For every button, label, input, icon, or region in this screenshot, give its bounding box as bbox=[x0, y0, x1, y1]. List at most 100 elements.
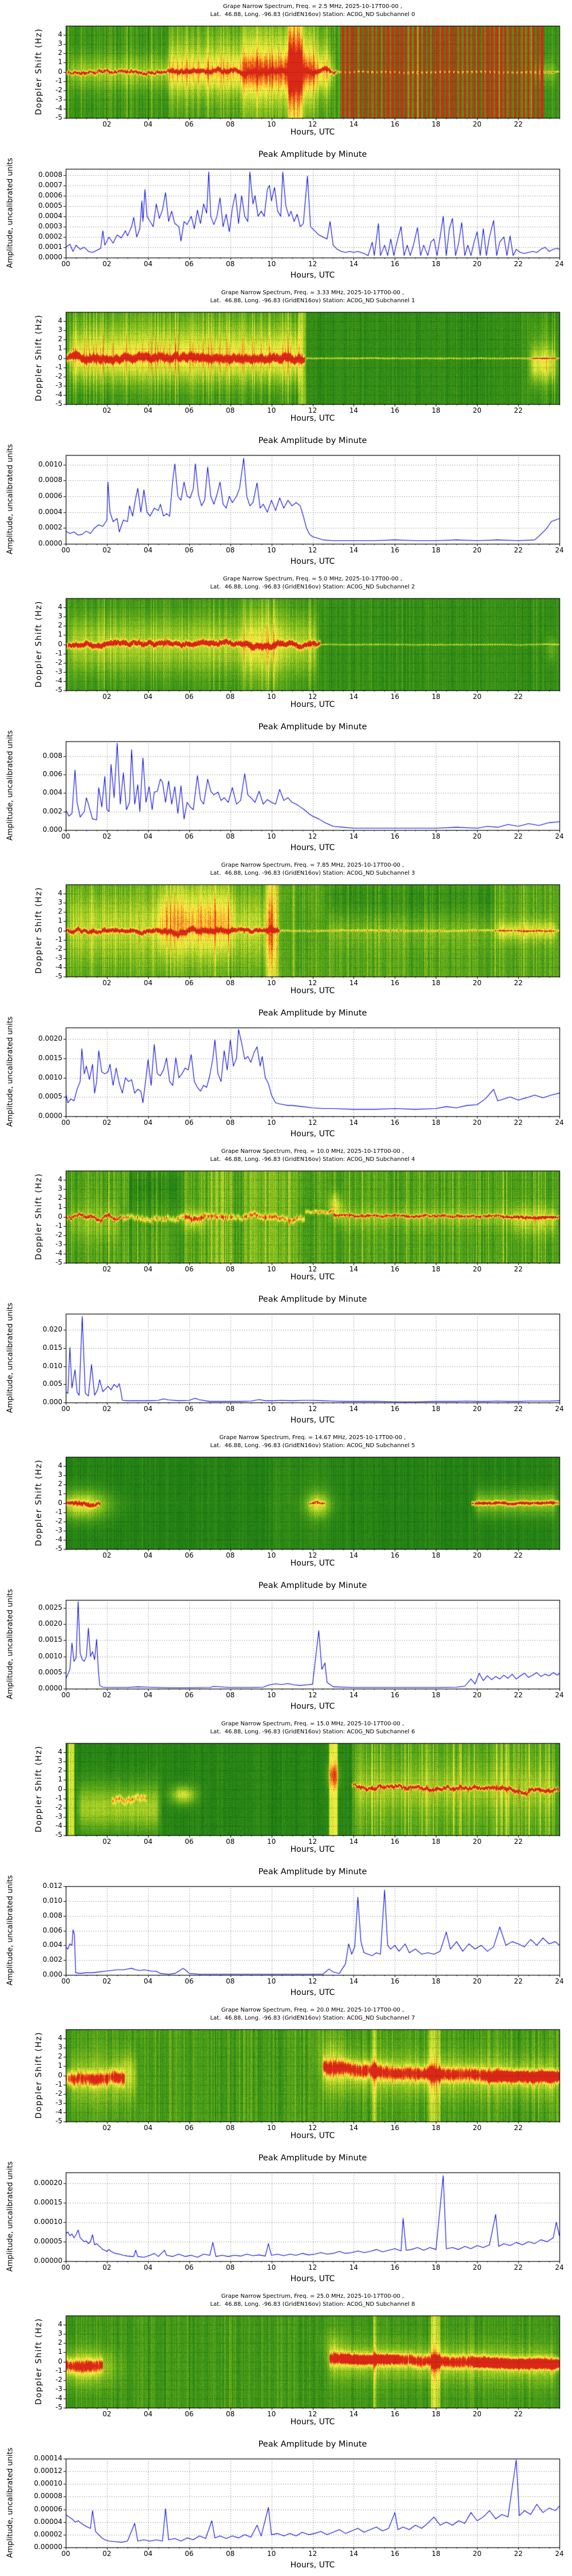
x-tick-label: 10 bbox=[267, 1838, 276, 1846]
x-tick-label: 08 bbox=[226, 1119, 235, 1127]
x-tick-label: 22 bbox=[514, 1119, 523, 1127]
y-tick-label: -1 bbox=[55, 1221, 62, 1230]
x-tick-label: 06 bbox=[185, 1838, 194, 1846]
subchannel-panel: Grape Narrow Spectrum, Freq. = 3.33 MHz,… bbox=[0, 286, 572, 572]
spectrogram-title-line1: Grape Narrow Spectrum, Freq. = 20.0 MHz,… bbox=[221, 2007, 404, 2013]
amplitude-axis-label: Amplitude, uncalibrated units bbox=[6, 730, 15, 841]
x-tick-label: 20 bbox=[472, 1405, 482, 1413]
y-tick-label: 0.0010 bbox=[38, 460, 62, 468]
y-tick-label: 3 bbox=[58, 1757, 62, 1765]
x-tick-label: 04 bbox=[144, 2263, 153, 2271]
y-tick-label: 0.0007 bbox=[38, 180, 62, 189]
hours-utc-axis-label: Hours, UTC bbox=[290, 2417, 335, 2427]
x-tick-label: 16 bbox=[390, 1977, 399, 1985]
amplitude-figure: Peak Amplitude by Minute Amplitude, unca… bbox=[0, 1574, 572, 1717]
y-tick-label: 3 bbox=[58, 1471, 62, 1479]
spectrogram-figure: Grape Narrow Spectrum, Freq. = 20.0 MHz,… bbox=[0, 2004, 572, 2147]
x-tick-label: 02 bbox=[102, 693, 112, 701]
subchannel-panel: Grape Narrow Spectrum, Freq. = 20.0 MHz,… bbox=[0, 2004, 572, 2290]
y-tick-label: 0.00000 bbox=[34, 2257, 62, 2265]
x-tick-label: 22 bbox=[514, 120, 523, 128]
amplitude-figure: Peak Amplitude by Minute Amplitude, unca… bbox=[0, 2433, 572, 2576]
y-tick-label: -3 bbox=[55, 1526, 62, 1534]
x-tick-label: 20 bbox=[472, 2550, 482, 2558]
x-tick-label: 14 bbox=[349, 120, 359, 128]
x-tick-label: 18 bbox=[431, 260, 440, 268]
x-tick-label: 22 bbox=[514, 546, 523, 554]
hours-utc-axis-label: Hours, UTC bbox=[290, 1702, 335, 1711]
x-tick-label: 12 bbox=[308, 1977, 317, 1985]
x-tick-label: 10 bbox=[267, 546, 276, 554]
spectrogram-title-line1: Grape Narrow Spectrum, Freq. = 14.67 MHz… bbox=[219, 1435, 406, 1441]
x-tick-label: 04 bbox=[144, 693, 153, 701]
x-tick-label: 08 bbox=[226, 1838, 235, 1846]
y-tick-label: 0.004 bbox=[42, 788, 62, 797]
x-tick-label: 12 bbox=[308, 2124, 317, 2132]
doppler-shift-axis-label: Doppler Shift (Hz) bbox=[34, 1459, 43, 1546]
x-tick-label: 02 bbox=[102, 1265, 112, 1273]
spectrogram-title-line1: Grape Narrow Spectrum, Freq. = 25.0 MHz,… bbox=[221, 2293, 404, 2300]
x-tick-label: 02 bbox=[102, 2263, 112, 2271]
x-tick-label: 16 bbox=[390, 1691, 399, 1699]
amplitude-chart-title: Peak Amplitude by Minute bbox=[258, 2440, 367, 2449]
x-tick-label: 20 bbox=[472, 1838, 482, 1846]
amplitude-axis-label: Amplitude, uncalibrated units bbox=[6, 1589, 15, 1700]
x-tick-label: 18 bbox=[431, 1977, 440, 1985]
x-tick-label: 16 bbox=[390, 2410, 399, 2418]
y-tick-label: 0 bbox=[58, 639, 62, 648]
x-tick-label: 12 bbox=[308, 1838, 317, 1846]
x-tick-label: 18 bbox=[431, 832, 440, 840]
y-tick-label: 0.0000 bbox=[38, 539, 62, 547]
x-tick-label: 06 bbox=[185, 1977, 194, 1985]
x-tick-label: 04 bbox=[144, 120, 153, 128]
x-tick-label: 14 bbox=[349, 2550, 359, 2558]
doppler-shift-axis-label: Doppler Shift (Hz) bbox=[34, 1745, 43, 1832]
x-tick-label: 10 bbox=[267, 260, 276, 268]
doppler-shift-axis-label: Doppler Shift (Hz) bbox=[34, 314, 43, 401]
spectrogram-figure: Grape Narrow Spectrum, Freq. = 10.0 MHz,… bbox=[0, 1145, 572, 1288]
spectrogram-figure: Grape Narrow Spectrum, Freq. = 15.0 MHz,… bbox=[0, 1717, 572, 1860]
x-tick-label: 12 bbox=[308, 1119, 317, 1127]
y-tick-label: 3 bbox=[58, 39, 62, 48]
x-tick-label: 18 bbox=[431, 2550, 440, 2558]
amplitude-axis-label: Amplitude, uncalibrated units bbox=[6, 444, 15, 555]
x-tick-label: 12 bbox=[308, 260, 317, 268]
subchannel-panel: Grape Narrow Spectrum, Freq. = 5.0 MHz, … bbox=[0, 572, 572, 859]
x-tick-label: 24 bbox=[555, 2263, 564, 2271]
x-tick-label: 04 bbox=[144, 546, 153, 554]
x-tick-label: 16 bbox=[390, 260, 399, 268]
y-tick-label: -2 bbox=[55, 2089, 62, 2097]
y-tick-label: 2 bbox=[58, 2338, 62, 2347]
y-tick-label: 0.0004 bbox=[38, 507, 62, 516]
y-tick-label: -2 bbox=[55, 372, 62, 380]
x-tick-label: 22 bbox=[514, 2550, 523, 2558]
spectrogram-title-line2: Lat. 46.88, Long. -96.83 (GridEN16ov) St… bbox=[210, 11, 415, 18]
amplitude-canvas bbox=[0, 429, 572, 572]
spectrogram-title-line1: Grape Narrow Spectrum, Freq. = 2.5 MHz, … bbox=[223, 3, 403, 10]
doppler-shift-axis-label: Doppler Shift (Hz) bbox=[34, 600, 43, 688]
y-tick-label: 0.0000 bbox=[38, 253, 62, 261]
x-tick-label: 02 bbox=[102, 2124, 112, 2132]
x-tick-label: 22 bbox=[514, 2263, 523, 2271]
amplitude-figure: Peak Amplitude by Minute Amplitude, unca… bbox=[0, 716, 572, 859]
spectrogram-canvas bbox=[0, 1431, 572, 1574]
y-tick-label: 0 bbox=[58, 926, 62, 934]
y-tick-label: 0 bbox=[58, 353, 62, 362]
spectrogram-title-line2: Lat. 46.88, Long. -96.83 (GridEN16ov) St… bbox=[210, 584, 415, 590]
spectrogram-title-line2: Lat. 46.88, Long. -96.83 (GridEN16ov) St… bbox=[210, 2301, 415, 2308]
x-tick-label: 18 bbox=[431, 979, 440, 987]
hours-utc-axis-label: Hours, UTC bbox=[290, 1559, 335, 1568]
x-tick-label: 12 bbox=[308, 120, 317, 128]
spectrogram-canvas bbox=[0, 572, 572, 716]
doppler-shift-axis-label: Doppler Shift (Hz) bbox=[34, 2318, 43, 2405]
x-tick-label: 08 bbox=[226, 979, 235, 987]
y-tick-label: 1 bbox=[58, 1203, 62, 1211]
y-tick-label: -4 bbox=[55, 676, 62, 685]
x-tick-label: 10 bbox=[267, 2410, 276, 2418]
x-tick-label: 16 bbox=[390, 546, 399, 554]
x-tick-label: 18 bbox=[431, 2263, 440, 2271]
x-tick-label: 18 bbox=[431, 1265, 440, 1273]
spectrogram-figure: Grape Narrow Spectrum, Freq. = 14.67 MHz… bbox=[0, 1431, 572, 1574]
x-tick-label: 14 bbox=[349, 260, 359, 268]
x-tick-label: 06 bbox=[185, 120, 194, 128]
